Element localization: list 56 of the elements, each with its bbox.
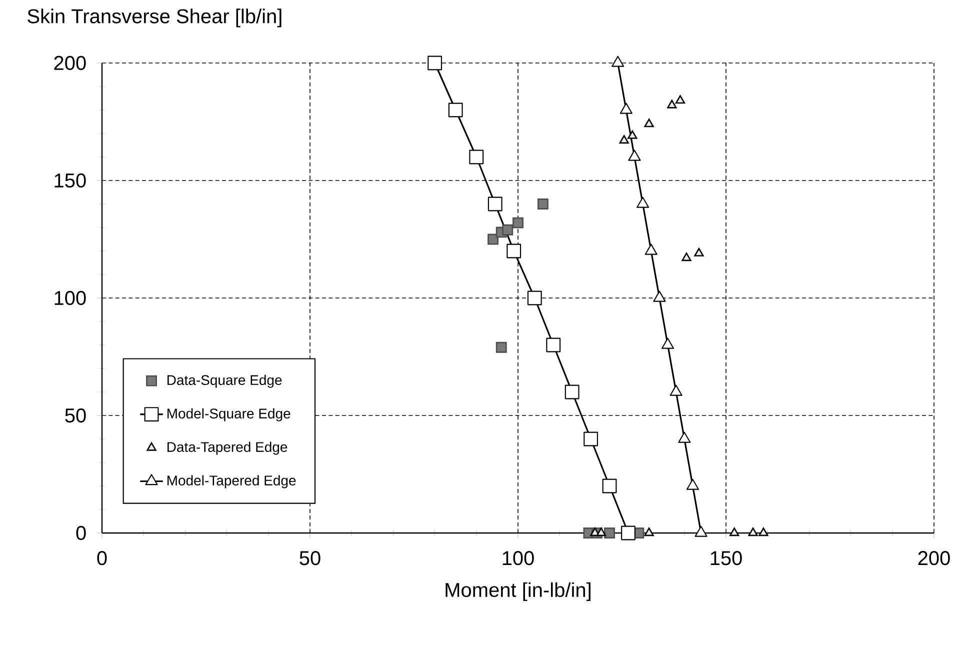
point	[644, 244, 658, 255]
point	[670, 384, 682, 396]
point	[694, 526, 708, 537]
point	[682, 252, 692, 262]
legend-label: Data-Tapered Edge	[168, 442, 288, 455]
point	[678, 432, 691, 443]
x-tick-label: 50	[300, 551, 320, 566]
x-tick-label: 0	[97, 551, 107, 566]
point	[488, 234, 499, 245]
point	[653, 290, 666, 302]
point	[428, 56, 442, 70]
point	[628, 130, 638, 139]
point	[686, 478, 700, 490]
y-axis-title: Skin Transverse Shear [lb/in]	[28, 8, 282, 28]
point	[612, 56, 624, 67]
point	[694, 248, 704, 256]
y-tick-label: 0	[76, 526, 86, 540]
point	[564, 384, 580, 400]
x-tick-label: 100	[502, 551, 534, 566]
y-tick-label: 100	[54, 290, 86, 306]
point	[546, 338, 561, 352]
point	[502, 224, 514, 236]
point	[488, 196, 502, 212]
point	[596, 528, 606, 536]
point	[675, 95, 686, 104]
y-tick-label: 200	[54, 56, 86, 70]
point	[748, 528, 758, 536]
point	[537, 198, 548, 210]
point	[584, 432, 598, 446]
y-tick-label: 50	[65, 408, 86, 423]
point	[758, 528, 768, 536]
y-tick-label: 150	[54, 173, 86, 188]
point	[496, 342, 507, 353]
point	[621, 526, 636, 540]
legend-label: Model-Square Edge	[168, 408, 290, 422]
point	[469, 150, 484, 164]
x-tick-label: 150	[710, 551, 742, 566]
point	[620, 102, 632, 114]
point	[602, 478, 617, 494]
legend-label: Model-Tapered Edge	[168, 475, 296, 488]
point	[619, 135, 629, 144]
point	[667, 100, 677, 108]
point	[644, 528, 654, 536]
point	[730, 528, 740, 536]
point	[512, 217, 524, 228]
point	[604, 528, 615, 538]
point	[661, 338, 674, 349]
point	[506, 244, 522, 258]
point	[628, 150, 641, 161]
legend-label: Data-Square Edge	[168, 374, 282, 388]
x-tick-label: 200	[918, 551, 950, 566]
x-axis-title: Moment [in-lb/in]	[446, 582, 590, 601]
point	[636, 196, 650, 208]
point	[644, 118, 654, 128]
point	[527, 290, 542, 306]
point	[448, 102, 463, 118]
